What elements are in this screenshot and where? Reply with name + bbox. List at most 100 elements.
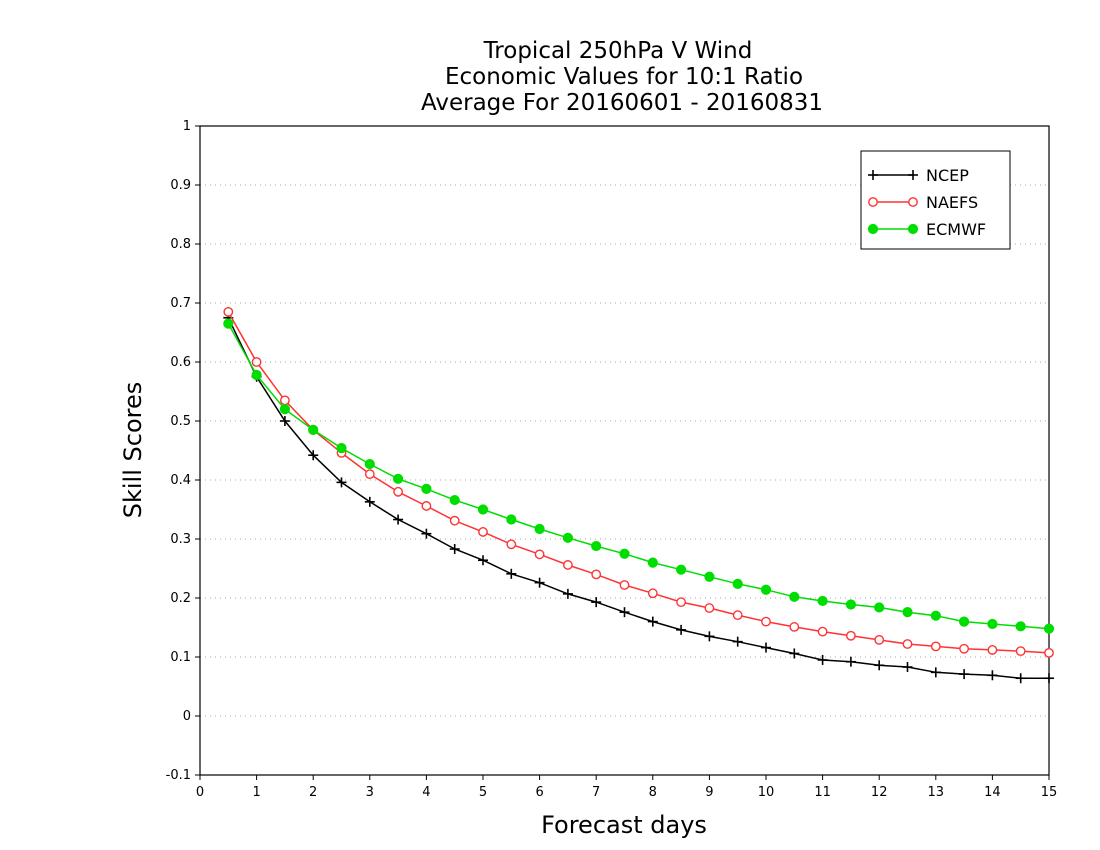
- data-point: [534, 549, 545, 560]
- x-tick-label: 11: [814, 785, 831, 800]
- data-point: [449, 544, 460, 555]
- data-point: [845, 599, 857, 610]
- y-tick-label: 0.9: [170, 178, 191, 193]
- data-point: [1044, 673, 1054, 684]
- data-point: [874, 660, 885, 671]
- data-point: [647, 557, 658, 568]
- x-tick-label: 8: [649, 785, 657, 800]
- data-point: [393, 473, 404, 484]
- data-point: [789, 591, 800, 602]
- x-tick-label: 12: [871, 785, 888, 800]
- y-tick-label: 0.1: [170, 650, 191, 665]
- x-tick-label: 3: [366, 785, 374, 800]
- data-point: [223, 306, 234, 317]
- data-point: [902, 639, 913, 649]
- legend-entries: NCEP NAEFS ECMWF: [867, 166, 986, 239]
- series: [223, 306, 1055, 684]
- data-point: [1043, 623, 1055, 634]
- y-tick-label: 0.2: [170, 591, 191, 606]
- data-point: [591, 597, 602, 608]
- plot-frame: [199, 125, 1050, 776]
- data-point: [874, 602, 885, 613]
- data-point: [393, 486, 403, 497]
- data-point: [789, 622, 800, 632]
- data-point: [732, 636, 743, 647]
- legend-marker: [868, 197, 878, 207]
- data-point: [449, 515, 460, 526]
- data-point: [817, 626, 828, 637]
- data-point: [1015, 646, 1026, 656]
- data-point: [591, 569, 602, 580]
- x-tick-label: 5: [479, 785, 487, 800]
- data-point: [902, 607, 913, 618]
- legend-marker: [907, 223, 919, 235]
- data-point: [393, 514, 404, 525]
- data-point: [1015, 621, 1026, 632]
- data-point: [534, 523, 545, 535]
- data-point: [987, 618, 998, 630]
- data-point: [562, 532, 574, 543]
- y-tick-label: 0.3: [170, 532, 191, 547]
- data-point: [987, 670, 998, 681]
- legend-item-ncep: NCEP: [868, 166, 969, 185]
- data-point: [930, 667, 941, 678]
- data-point: [676, 597, 686, 608]
- series-naefs: [223, 306, 1054, 658]
- title-line-2: Economic Values for 10:1 Ratio: [445, 64, 803, 90]
- x-tick-label: 2: [309, 785, 317, 800]
- chart-title: Tropical 250hPa V Wind Economic Values f…: [421, 38, 823, 116]
- data-point: [251, 357, 262, 367]
- y-tick-label: 0.5: [170, 414, 191, 429]
- y-tick-label: 0.7: [170, 296, 191, 311]
- data-point: [761, 616, 771, 627]
- data-point: [647, 616, 658, 627]
- data-point: [619, 607, 630, 618]
- legend-label: ECMWF: [926, 220, 986, 239]
- data-point: [704, 571, 715, 582]
- x-tick-label: 1: [252, 785, 260, 800]
- data-point: [449, 494, 460, 506]
- data-point: [477, 504, 489, 515]
- series-line-ncep: [227, 317, 1049, 679]
- data-point: [874, 634, 885, 645]
- title-line-1: Tropical 250hPa V Wind: [483, 38, 753, 64]
- x-tick-label: 6: [535, 785, 543, 800]
- data-point: [1015, 673, 1026, 684]
- series-line-naefs: [227, 311, 1050, 654]
- data-point: [817, 654, 828, 665]
- grid: [200, 184, 1049, 717]
- data-point: [364, 458, 375, 470]
- y-tick-label: 0: [183, 709, 191, 724]
- x-tick-label: 9: [705, 785, 713, 800]
- series-line-ecmwf: [227, 323, 1050, 630]
- data-point: [251, 369, 262, 381]
- data-point: [845, 656, 856, 667]
- series-ecmwf: [223, 318, 1055, 634]
- data-point: [676, 624, 687, 635]
- data-point: [336, 477, 347, 488]
- data-point: [478, 527, 488, 537]
- data-point: [308, 450, 319, 461]
- data-point: [364, 496, 375, 507]
- y-tick-label: 0.4: [170, 473, 191, 488]
- y-tick-label: 1: [183, 119, 191, 134]
- data-point: [732, 578, 743, 589]
- data-point: [308, 424, 319, 435]
- data-point: [619, 580, 630, 590]
- x-tick-label: 14: [984, 785, 1001, 800]
- data-point: [1044, 647, 1054, 658]
- x-tick-label: 13: [928, 785, 945, 800]
- data-point: [279, 404, 290, 415]
- x-tick-label: 15: [1041, 785, 1058, 800]
- data-point: [534, 577, 545, 588]
- series-ncep: [223, 312, 1054, 684]
- data-point: [676, 564, 687, 575]
- legend-box: [860, 150, 1011, 250]
- y-axis-label: Skill Scores: [119, 382, 147, 519]
- data-point: [279, 395, 290, 406]
- legend-marker: [908, 197, 918, 207]
- data-point: [959, 616, 970, 627]
- data-point: [959, 643, 969, 654]
- data-point: [704, 631, 715, 642]
